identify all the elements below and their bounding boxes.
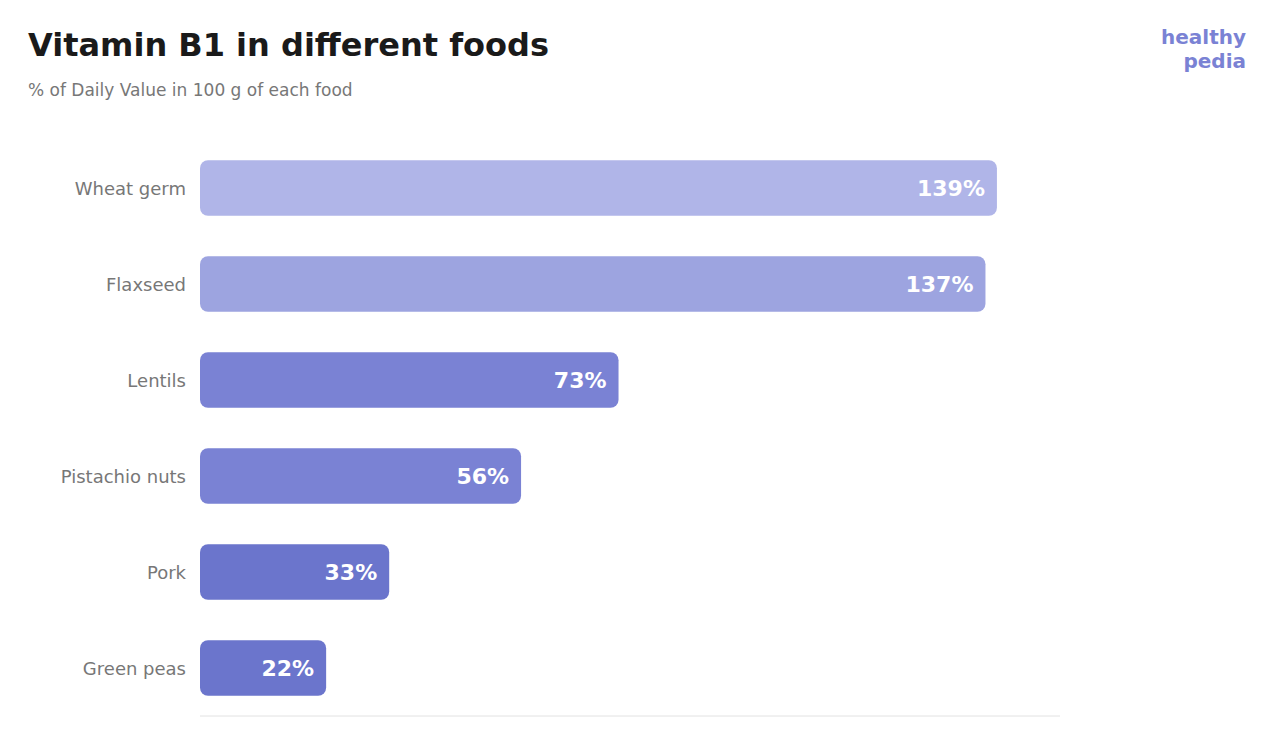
bars — [200, 160, 997, 696]
bar — [200, 640, 326, 696]
bar — [200, 544, 389, 600]
subtitle: % of Daily Value in 100 g of each food — [28, 80, 353, 100]
category-label: Green peas — [83, 658, 186, 679]
background — [0, 0, 1278, 742]
data-label: 139% — [917, 176, 985, 201]
chart-svg: Vitamin B1 in different foods % of Daily … — [0, 0, 1278, 742]
x-axis-line — [200, 716, 1060, 717]
category-label: Pistachio nuts — [61, 466, 186, 487]
bar — [200, 160, 997, 216]
labels: Wheat germ 139% Flaxseed 137% Lentils 73% Pist… — [61, 176, 985, 681]
bar — [200, 448, 521, 504]
category-label: Flaxseed — [106, 274, 186, 295]
data-label: 33% — [325, 560, 378, 585]
data-label: 56% — [456, 464, 509, 489]
chart-container: Vitamin B1 in different foods % of Daily … — [0, 0, 1278, 742]
category-label: Pork — [147, 562, 187, 583]
data-label: 22% — [261, 656, 314, 681]
bar — [200, 352, 619, 408]
brand-annotation: healthypedia — [1161, 25, 1246, 73]
category-label: Wheat germ — [75, 178, 186, 199]
data-label: 73% — [554, 368, 607, 393]
data-label: 137% — [905, 272, 973, 297]
category-label: Lentils — [127, 370, 186, 391]
title: Vitamin B1 in different foods — [28, 26, 549, 64]
annotation-line: healthy — [1161, 25, 1246, 49]
annotation-line: pedia — [1183, 49, 1246, 73]
bar — [200, 256, 985, 312]
